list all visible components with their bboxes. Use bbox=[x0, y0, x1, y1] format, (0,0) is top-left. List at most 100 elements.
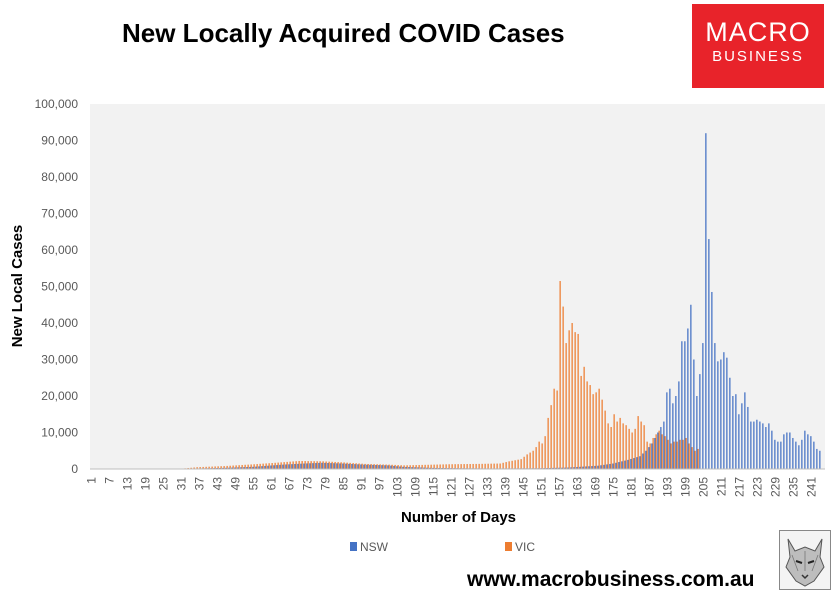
bar-vic-day-137 bbox=[499, 463, 501, 469]
bar-nsw-day-232 bbox=[783, 434, 785, 469]
bar-vic-day-36 bbox=[196, 467, 198, 469]
bar-vic-day-160 bbox=[568, 330, 570, 469]
x-tick-label: 121 bbox=[445, 477, 459, 497]
bar-vic-day-81 bbox=[331, 461, 333, 469]
bar-vic-day-38 bbox=[202, 466, 204, 469]
bar-nsw-day-62 bbox=[273, 465, 275, 469]
bar-vic-day-41 bbox=[211, 466, 213, 469]
x-tick-label: 139 bbox=[499, 477, 513, 497]
bar-nsw-day-223 bbox=[756, 419, 758, 470]
bar-vic-day-69 bbox=[295, 461, 297, 469]
bar-nsw-day-211 bbox=[720, 359, 722, 469]
bar-vic-day-187 bbox=[649, 443, 651, 469]
bar-vic-day-141 bbox=[511, 460, 513, 469]
bar-vic-day-83 bbox=[337, 462, 339, 469]
bar-nsw-day-94 bbox=[369, 464, 371, 469]
x-tick-label: 193 bbox=[661, 477, 675, 497]
bar-vic-day-144 bbox=[520, 459, 522, 469]
bar-vic-day-177 bbox=[619, 417, 621, 469]
bar-nsw-day-220 bbox=[747, 406, 749, 469]
x-tick-label: 187 bbox=[643, 477, 657, 497]
bar-nsw-day-162 bbox=[573, 467, 575, 469]
bar-vic-day-195 bbox=[673, 441, 675, 470]
bar-nsw-day-196 bbox=[675, 396, 677, 469]
bar-nsw-day-200 bbox=[687, 328, 689, 470]
bar-vic-day-55 bbox=[253, 464, 255, 469]
x-tick-label: 133 bbox=[481, 477, 495, 497]
bar-nsw-day-242 bbox=[813, 441, 815, 470]
x-tick-label: 151 bbox=[535, 477, 549, 497]
x-tick-label: 79 bbox=[319, 477, 333, 491]
bar-nsw-day-210 bbox=[717, 361, 719, 469]
bar-vic-day-49 bbox=[235, 465, 237, 469]
bar-vic-day-52 bbox=[244, 464, 246, 469]
bar-nsw-day-99 bbox=[384, 465, 386, 469]
bar-vic-day-48 bbox=[232, 465, 234, 469]
bar-vic-day-120 bbox=[448, 464, 450, 469]
bar-nsw-day-102 bbox=[393, 465, 395, 469]
bar-vic-day-179 bbox=[625, 425, 627, 469]
bar-nsw-day-77 bbox=[318, 462, 320, 469]
bar-nsw-day-239 bbox=[804, 430, 806, 469]
bar-nsw-day-113 bbox=[426, 467, 428, 469]
bar-vic-day-82 bbox=[334, 461, 336, 469]
bar-nsw-day-173 bbox=[606, 464, 608, 469]
website-url: www.macrobusiness.com.au bbox=[467, 568, 755, 591]
bar-vic-day-111 bbox=[421, 464, 423, 469]
bar-vic-day-174 bbox=[610, 427, 612, 469]
x-tick-label: 181 bbox=[625, 477, 639, 497]
bar-nsw-day-46 bbox=[225, 467, 227, 469]
bar-nsw-day-176 bbox=[615, 462, 617, 470]
bar-nsw-day-237 bbox=[798, 445, 800, 469]
bar-nsw-day-53 bbox=[246, 467, 248, 469]
x-tick-label: 37 bbox=[193, 477, 207, 491]
bar-nsw-day-44 bbox=[219, 467, 221, 469]
bar-nsw-day-68 bbox=[291, 464, 293, 469]
bar-nsw-day-225 bbox=[762, 423, 764, 470]
bar-nsw-day-80 bbox=[327, 463, 329, 469]
bar-vic-day-54 bbox=[250, 464, 252, 469]
bar-vic-day-170 bbox=[598, 388, 600, 469]
bar-vic-day-164 bbox=[580, 375, 582, 470]
bar-nsw-day-115 bbox=[432, 467, 434, 469]
bar-vic-day-95 bbox=[373, 464, 375, 469]
bar-vic-day-79 bbox=[325, 461, 327, 469]
bar-nsw-day-111 bbox=[420, 467, 422, 469]
bar-nsw-day-201 bbox=[690, 304, 692, 469]
bar-nsw-day-61 bbox=[270, 465, 272, 469]
bar-vic-day-197 bbox=[679, 439, 681, 469]
bar-vic-day-162 bbox=[574, 332, 576, 470]
bar-vic-day-138 bbox=[502, 462, 504, 470]
bar-vic-day-126 bbox=[466, 464, 468, 469]
bar-nsw-day-89 bbox=[354, 464, 356, 469]
bar-nsw-day-195 bbox=[672, 403, 674, 469]
bar-vic-day-84 bbox=[340, 462, 342, 469]
bar-nsw-day-57 bbox=[258, 466, 260, 469]
bar-vic-day-194 bbox=[670, 443, 672, 469]
bar-nsw-day-189 bbox=[654, 437, 656, 470]
bar-nsw-day-71 bbox=[300, 463, 302, 469]
y-tick-label: 80,000 bbox=[41, 170, 78, 184]
bar-vic-day-175 bbox=[613, 414, 615, 469]
bar-vic-day-105 bbox=[403, 465, 405, 469]
bar-vic-day-61 bbox=[271, 463, 273, 469]
bar-nsw-day-65 bbox=[282, 464, 284, 469]
bar-vic-day-106 bbox=[406, 465, 408, 469]
bar-vic-day-193 bbox=[667, 439, 669, 469]
bar-vic-day-203 bbox=[697, 448, 699, 469]
bar-nsw-day-60 bbox=[267, 465, 269, 469]
x-axis-title: Number of Days bbox=[401, 509, 516, 526]
bar-nsw-day-203 bbox=[696, 396, 698, 469]
x-tick-label: 1 bbox=[85, 477, 99, 484]
bar-nsw-day-207 bbox=[708, 239, 710, 469]
bar-vic-day-152 bbox=[544, 436, 546, 469]
bar-vic-day-47 bbox=[229, 465, 231, 469]
bar-nsw-day-97 bbox=[378, 465, 380, 469]
bar-nsw-day-184 bbox=[639, 456, 641, 470]
bar-nsw-day-175 bbox=[612, 463, 614, 469]
bar-nsw-day-74 bbox=[309, 463, 311, 469]
bar-nsw-day-238 bbox=[801, 439, 803, 469]
bar-nsw-day-165 bbox=[582, 466, 584, 469]
bar-vic-day-97 bbox=[379, 464, 381, 469]
bar-vic-day-158 bbox=[562, 306, 564, 469]
